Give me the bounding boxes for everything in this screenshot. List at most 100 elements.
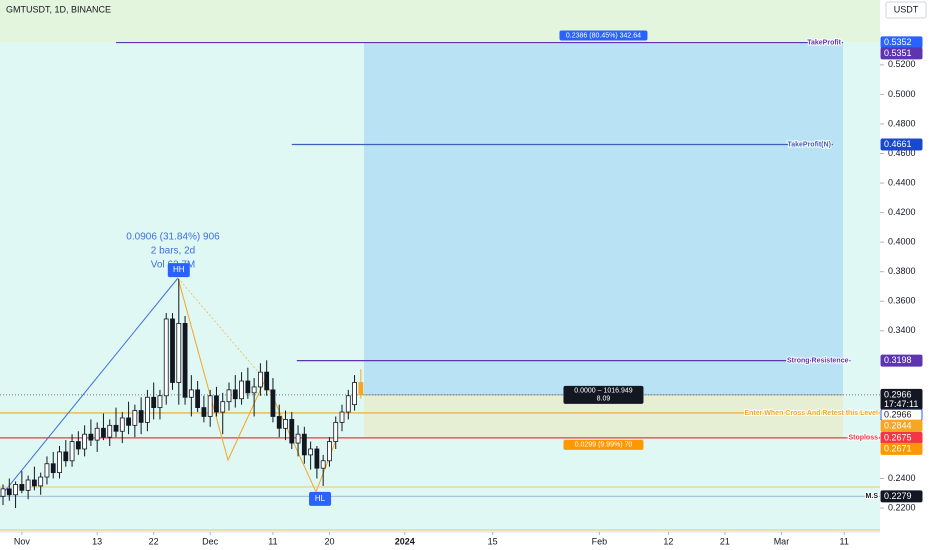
- y-tick-label: 0.4600: [888, 148, 916, 158]
- pivot-label: HH: [173, 265, 185, 274]
- price-tag-label: 0.2279: [884, 491, 912, 501]
- pivot-label: HL: [315, 494, 326, 503]
- level-label: Enter When Cross And Retest this Level: [744, 410, 878, 417]
- target-zone: [363, 42, 843, 395]
- level-label: Strong Resistence: [787, 357, 849, 364]
- pivot-marker: [309, 491, 332, 506]
- level-label: TakeProfit(N): [787, 141, 830, 148]
- price-tag-label: 0.2671: [884, 443, 912, 453]
- x-tick-label: Dec: [202, 536, 219, 546]
- pivot-marker: [167, 263, 190, 278]
- price-tag: [880, 442, 923, 455]
- y-tick-label: 0.5200: [888, 59, 916, 69]
- candle-body: [69, 441, 75, 462]
- candle-body: [214, 395, 219, 413]
- x-tick-label: 22: [149, 536, 159, 546]
- price-tag-label: 0.2844: [884, 420, 912, 430]
- y-tick-label: 0.2200: [888, 502, 916, 512]
- candle-body: [138, 410, 144, 423]
- candle-body: [320, 460, 326, 469]
- candle-body: [195, 389, 201, 409]
- x-tick-label: 15: [488, 536, 498, 546]
- candle-body: [270, 389, 276, 417]
- candle-body: [57, 451, 62, 474]
- y-tick-label: 0.4400: [888, 177, 916, 187]
- price-tag-label: 0.4661: [884, 139, 912, 149]
- price-tag-label: 0.5351: [884, 48, 912, 58]
- price-tag: [880, 47, 923, 60]
- candle-body: [352, 382, 357, 406]
- level-label: TakeProfit: [807, 39, 841, 46]
- measure-text: 2 bars, 2d: [151, 246, 195, 257]
- candle-body: [314, 448, 320, 469]
- candle-body: [201, 407, 207, 417]
- candle-body: [276, 416, 282, 429]
- candle-body: [226, 389, 232, 403]
- currency-box[interactable]: [885, 1, 927, 19]
- candle-body: [295, 433, 301, 444]
- candle-body: [38, 476, 44, 487]
- candle-body: [182, 322, 188, 398]
- candle-body: [113, 424, 119, 432]
- x-tick-label: 12: [663, 536, 673, 546]
- candle-body: [188, 389, 194, 398]
- x-tick-label: 2024: [395, 536, 415, 546]
- candle-body: [163, 318, 169, 397]
- candle-body: [94, 427, 100, 441]
- candle-body: [339, 411, 345, 423]
- level-label: Stoploss: [848, 435, 878, 442]
- candle-body: [283, 419, 288, 429]
- y-tick-label: 0.5000: [888, 89, 916, 99]
- candle-body: [308, 448, 314, 456]
- x-tick-label: Nov: [14, 536, 31, 546]
- price-tag-label: 0.5352: [884, 37, 912, 47]
- x-tick-label: 11: [268, 536, 277, 546]
- y-tick-label: 0.4800: [888, 118, 916, 128]
- candle-body: [251, 386, 257, 394]
- center-label: 0.0000 – 1016.949: [574, 388, 632, 395]
- target-label: 0.2386 (80.45%) 342.64: [566, 32, 641, 39]
- candle-body: [239, 380, 244, 400]
- candle-body: [126, 417, 131, 426]
- price-tag: [880, 490, 923, 503]
- candle-body: [157, 395, 163, 409]
- price-tag: [880, 354, 923, 367]
- candle-body: [207, 395, 213, 417]
- candle-body: [289, 419, 295, 444]
- candle-body: [44, 463, 50, 478]
- candle-body: [13, 484, 18, 496]
- x-tick-label: Feb: [592, 536, 608, 546]
- y-tick-label: 0.3800: [888, 266, 916, 276]
- price-tag-label: 0.3198: [884, 355, 912, 365]
- price-axis: [880, 0, 932, 550]
- candle-body: [132, 410, 138, 426]
- x-tick-label: Mar: [774, 536, 790, 546]
- measure-text: 0.0906 (31.84%) 906: [126, 232, 220, 243]
- price-tag: [880, 138, 923, 151]
- stop-label: 0.0299 (9.99%) 70: [575, 442, 633, 449]
- candle-body: [50, 463, 56, 474]
- candle-body: [32, 479, 37, 487]
- candle-body: [75, 441, 81, 450]
- price-tag-label: 0.2966: [884, 389, 912, 399]
- y-tick-label: 0.4000: [888, 237, 916, 247]
- y-tick-label: 0.3400: [888, 325, 916, 335]
- candle-body: [101, 427, 106, 438]
- x-tick-label: 21: [720, 536, 730, 546]
- price-tag-label: 0.2966: [884, 409, 912, 419]
- symbol: GMTUSDT, 1D, BINANCE: [6, 4, 111, 14]
- candle-body: [301, 433, 307, 456]
- center-label-box: [563, 385, 644, 404]
- candle-body: [119, 417, 125, 432]
- candle-body: [6, 488, 12, 496]
- x-tick-label: 20: [324, 536, 334, 546]
- candle-body: [25, 479, 31, 491]
- candle-body: [358, 382, 364, 396]
- candle-body: [144, 396, 150, 423]
- candle-body: [220, 401, 226, 413]
- candle-body: [82, 433, 88, 450]
- candle-body: [63, 451, 69, 462]
- y-tick-label: 0.4200: [888, 207, 916, 217]
- countdown: 17:47:11: [884, 399, 918, 409]
